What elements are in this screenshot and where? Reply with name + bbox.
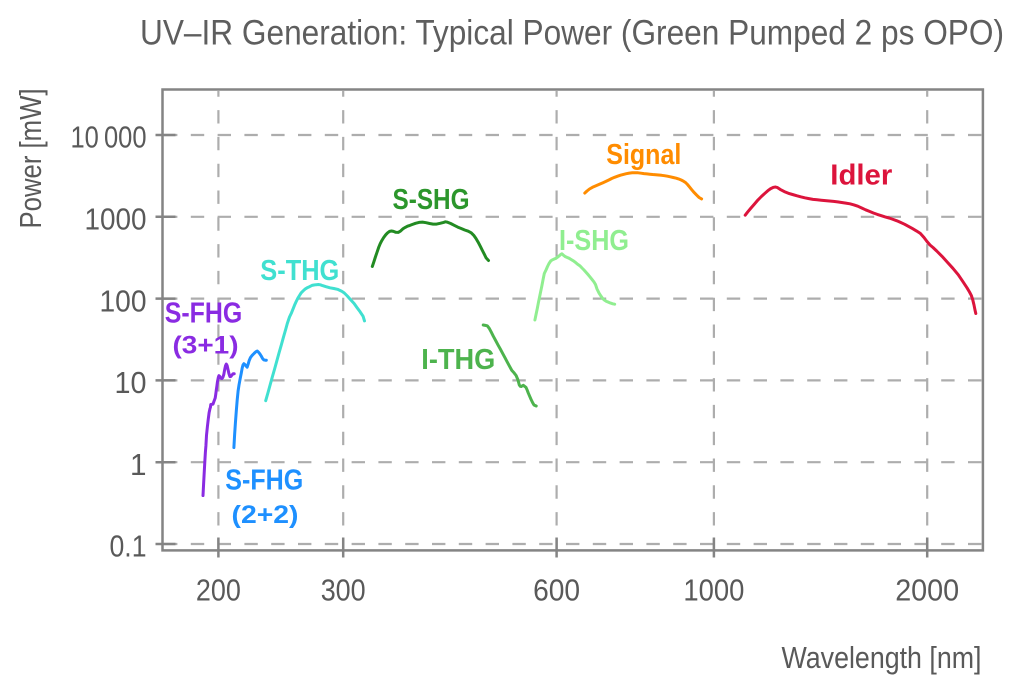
- svg-text:S-FHG: S-FHG: [165, 297, 243, 329]
- svg-text:10: 10: [115, 365, 147, 400]
- svg-text:S-SHG: S-SHG: [393, 184, 470, 216]
- svg-text:1000: 1000: [683, 573, 744, 608]
- svg-text:UV–IR Generation: Typical Powe: UV–IR Generation: Typical Power (Green P…: [140, 13, 1004, 52]
- svg-text:S-THG: S-THG: [260, 255, 339, 287]
- svg-text:Signal: Signal: [606, 139, 681, 171]
- svg-text:Power [mW]: Power [mW]: [13, 89, 48, 229]
- svg-text:Wavelength [nm]: Wavelength [nm]: [782, 640, 982, 675]
- svg-text:1: 1: [130, 447, 147, 482]
- svg-text:600: 600: [533, 573, 580, 608]
- svg-text:10 000: 10 000: [71, 120, 147, 155]
- svg-text:(3+1): (3+1): [173, 332, 239, 360]
- svg-text:I-THG: I-THG: [421, 344, 495, 376]
- svg-text:1000: 1000: [85, 202, 147, 237]
- svg-text:100: 100: [100, 283, 147, 318]
- svg-text:I-SHG: I-SHG: [559, 225, 629, 257]
- svg-text:(2+2): (2+2): [232, 501, 299, 529]
- svg-text:S-FHG: S-FHG: [225, 464, 303, 496]
- svg-text:0.1: 0.1: [110, 529, 147, 564]
- svg-text:300: 300: [321, 573, 366, 608]
- svg-text:200: 200: [196, 573, 241, 608]
- svg-text:Idler: Idler: [830, 160, 892, 192]
- svg-text:2000: 2000: [895, 573, 959, 608]
